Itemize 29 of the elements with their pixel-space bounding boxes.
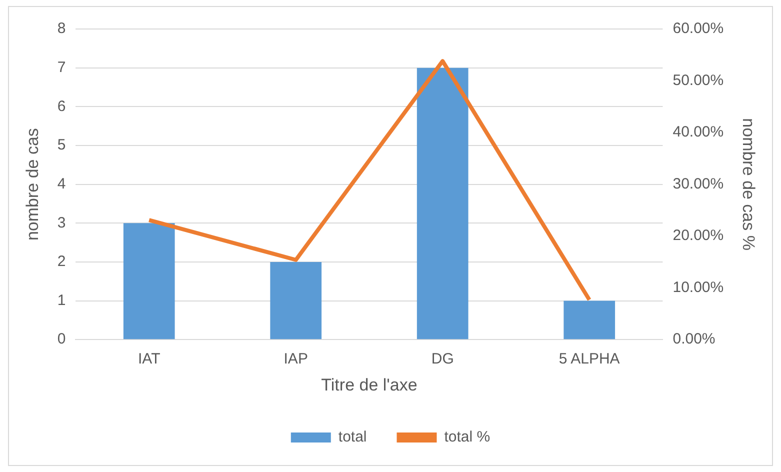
bar — [416, 68, 468, 340]
y2-tick-label: 40.00% — [672, 124, 724, 141]
y2-tick-label: 0.00% — [672, 330, 716, 348]
bar — [564, 300, 616, 340]
y2-tick-label: 20.00% — [672, 227, 724, 244]
legend-label: total — [338, 428, 367, 446]
y2-tick-label: 60.00% — [672, 20, 724, 38]
y2-tick-label: 30.00% — [672, 175, 724, 192]
x-tick-label: DG — [431, 350, 454, 368]
x-tick-label: 5 ALPHA — [558, 350, 620, 368]
y-axis-title: nombre de cas — [22, 128, 42, 241]
y-tick-label: 3 — [57, 214, 66, 232]
y-tick-label: 8 — [57, 20, 66, 38]
x-axis-title: Titre de l'axe — [321, 375, 418, 394]
y-tick-label: 7 — [57, 58, 66, 76]
y-tick-label: 5 — [57, 136, 66, 154]
y2-tick-label: 10.00% — [672, 278, 724, 296]
x-tick-label: IAT — [138, 350, 160, 368]
legend-label: total % — [444, 428, 490, 446]
y-tick-label: 0 — [57, 330, 66, 348]
x-tick-label: IAP — [284, 350, 308, 368]
y-tick-label: 4 — [57, 175, 66, 192]
y-tick-label: 6 — [57, 98, 66, 115]
y2-axis-title: nombre de cas % — [739, 118, 758, 250]
bar — [270, 262, 322, 340]
y-tick-label: 1 — [57, 292, 66, 309]
y2-tick-label: 50.00% — [672, 72, 724, 89]
bar — [123, 223, 175, 340]
y-tick-label: 2 — [57, 253, 66, 270]
